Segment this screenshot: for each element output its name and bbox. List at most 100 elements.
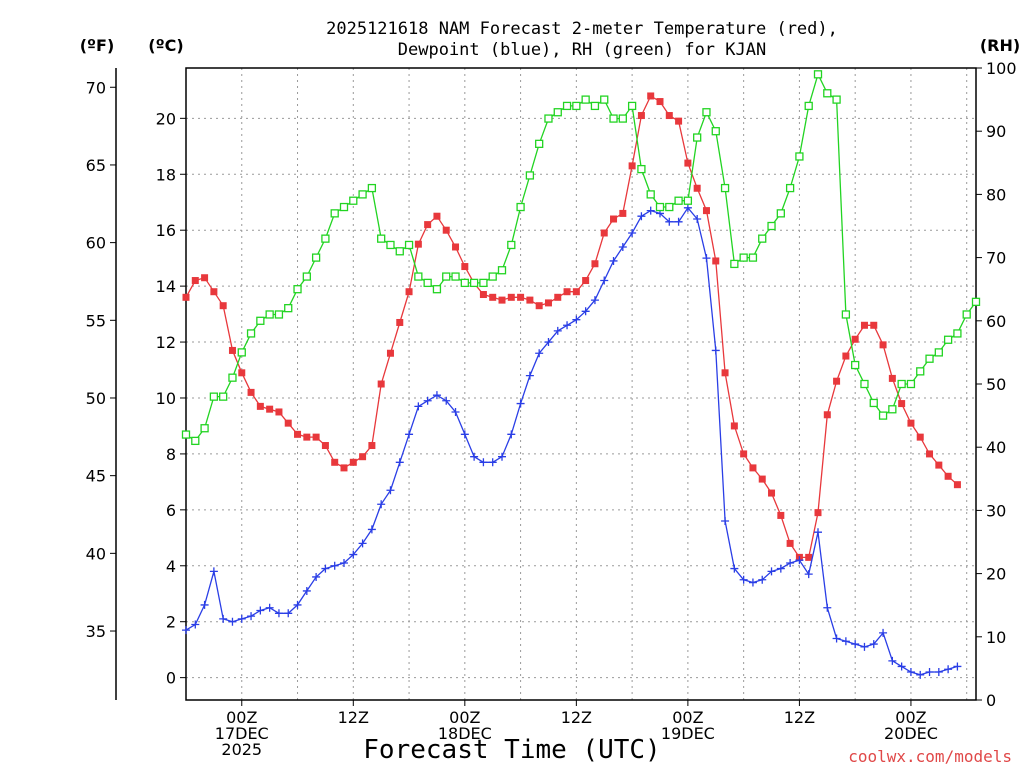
dewpoint-point — [795, 556, 804, 565]
rh-point — [897, 379, 906, 389]
rh-tick-label: 10 — [986, 628, 1006, 647]
temperature-point — [768, 489, 776, 497]
rh-point — [925, 354, 934, 363]
rh-point — [767, 221, 776, 231]
temperature-line — [185, 95, 958, 559]
dewpoint-point — [693, 215, 702, 224]
rh-point — [813, 70, 823, 79]
temperature-point — [730, 422, 738, 430]
dewpoint-point — [944, 665, 953, 674]
rh-point — [739, 253, 748, 262]
fahrenheit-tick-label: 70 — [86, 78, 106, 97]
dewpoint-point — [674, 217, 683, 226]
dewpoint-point — [516, 399, 525, 408]
temperature-point — [572, 288, 580, 296]
temperature-point — [461, 263, 469, 271]
rh-point — [507, 240, 516, 250]
x-tick-label: 00Z — [449, 708, 480, 727]
dewpoint-point — [721, 517, 730, 526]
dewpoint-point — [581, 307, 590, 316]
temperature-point — [860, 321, 868, 329]
dewpoint-point — [953, 662, 962, 671]
dewpoint-point — [479, 458, 488, 467]
temperature-point — [359, 453, 367, 461]
rh-point — [562, 101, 572, 111]
rh-point — [804, 101, 813, 111]
dewpoint-point — [934, 668, 943, 677]
rh-point — [404, 240, 414, 250]
dewpoint-point — [405, 430, 414, 439]
rh-point — [460, 278, 469, 288]
dewpoint-point — [572, 315, 581, 324]
dewpoint-point — [237, 614, 246, 623]
dewpoint-point — [414, 402, 423, 411]
dewpoint-point — [432, 391, 441, 400]
temperature-point — [833, 377, 841, 385]
temperature-point — [953, 481, 961, 489]
dewpoint-point — [888, 656, 897, 665]
rh-point — [386, 240, 395, 250]
temperature-point — [266, 405, 274, 413]
temperature-point — [647, 92, 655, 100]
rh-point — [609, 114, 618, 123]
temperature-point — [749, 464, 757, 472]
dewpoint-point — [748, 578, 757, 587]
rh-tick-label: 80 — [986, 185, 1006, 204]
x-tick-label: 00Z — [895, 708, 926, 727]
dewpoint-point — [730, 564, 739, 573]
temperature-point — [424, 221, 432, 229]
rh-point — [711, 127, 720, 136]
dewpoint-point — [814, 528, 822, 537]
temperature-point — [907, 419, 915, 427]
dewpoint-point — [265, 603, 274, 612]
dewpoint-point — [841, 637, 850, 646]
dewpoint-point — [767, 567, 776, 576]
rh-point — [823, 89, 832, 98]
temperature-point — [479, 291, 487, 299]
temperature-point — [888, 374, 896, 382]
dewpoint-point — [460, 430, 469, 439]
temperature-point — [721, 369, 729, 377]
rh-point — [916, 367, 925, 376]
celsius-tick-label: 18 — [156, 165, 176, 184]
axes: 35 40 45 50 55 60 65 70 0 2 4 6 8 10 12 14 16 18 20 0 10 20 30… — [86, 59, 1017, 759]
rh-point — [720, 183, 730, 193]
rh-point — [730, 259, 739, 269]
dewpoint-point — [209, 567, 218, 576]
rh-point — [256, 316, 265, 325]
rh-point — [655, 202, 665, 212]
rh-line — [185, 72, 977, 442]
rh-point — [228, 373, 237, 382]
dewpoint-point — [442, 396, 451, 405]
temperature-point — [916, 433, 924, 441]
temperature-point — [507, 293, 515, 301]
dewpoint-point — [507, 430, 516, 439]
temperature-point — [340, 464, 348, 472]
rh-point — [516, 202, 525, 212]
temperature-point — [526, 296, 534, 304]
temperature-point — [210, 288, 218, 296]
rh-point — [469, 278, 479, 288]
rh-point — [284, 304, 293, 313]
rh-point — [535, 139, 544, 148]
temperature-point — [851, 335, 859, 343]
dewpoint-point — [786, 558, 795, 567]
dewpoint-point — [925, 668, 934, 677]
temperature-point — [247, 388, 255, 396]
celsius-tick-label: 16 — [156, 221, 176, 240]
celsius-tick-label: 2 — [166, 613, 176, 632]
temperature-point — [452, 243, 460, 251]
temperature-point — [926, 450, 934, 458]
rh-point — [646, 190, 655, 199]
temperature-point — [898, 400, 906, 408]
dewpoint-point — [358, 539, 367, 548]
rh-point — [311, 253, 321, 262]
rh-point — [860, 379, 869, 389]
temperature-point — [814, 509, 822, 517]
dewpoint-point — [349, 550, 358, 559]
temperature-point — [433, 212, 441, 220]
dewpoint-point — [600, 276, 609, 285]
temperature-point — [498, 296, 506, 304]
temperature-point — [321, 442, 329, 450]
rh-point — [200, 424, 209, 433]
